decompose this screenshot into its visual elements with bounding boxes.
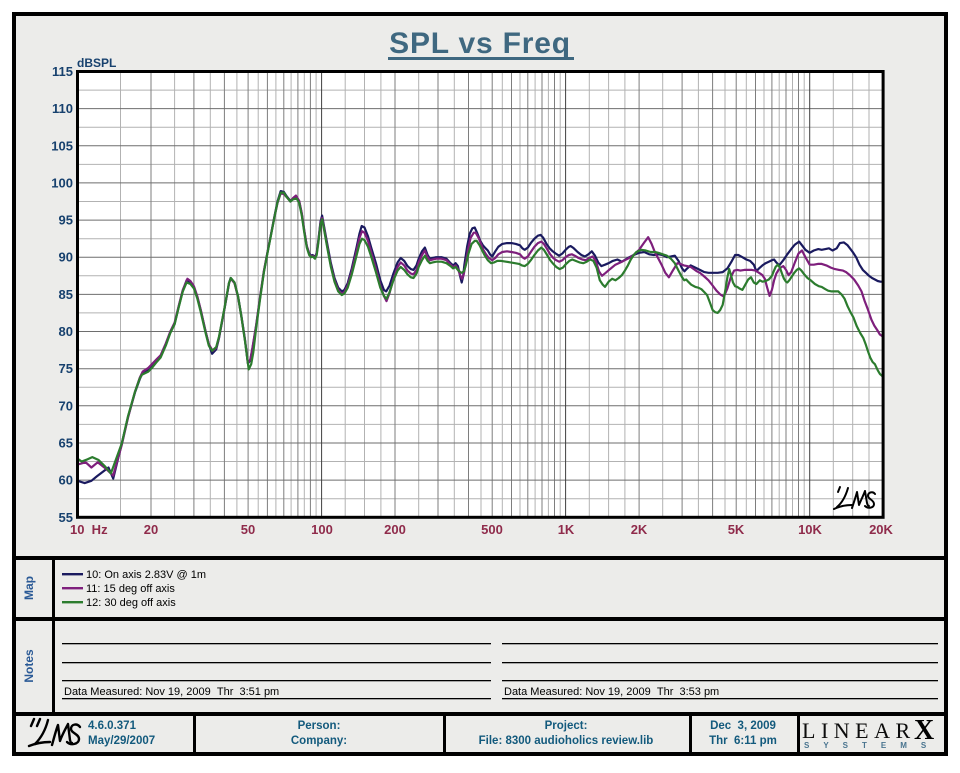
- svg-text:12: 30 deg off axis: 12: 30 deg off axis: [86, 597, 176, 609]
- svg-text:95: 95: [59, 213, 73, 228]
- svg-text:LINEAR: LINEAR: [802, 718, 916, 743]
- svg-text:200: 200: [384, 522, 406, 537]
- svg-text:2K: 2K: [631, 522, 648, 537]
- svg-text:Dec 3, 2009: Dec 3, 2009: [710, 720, 776, 732]
- svg-text:115: 115: [52, 64, 73, 79]
- svg-text:Person:: Person:: [298, 720, 341, 732]
- svg-text:SPL vs Freq: SPL vs Freq: [389, 27, 571, 60]
- svg-text:55: 55: [59, 510, 73, 525]
- svg-text:5K: 5K: [728, 522, 745, 537]
- svg-text:Company:: Company:: [291, 735, 347, 747]
- svg-text:85: 85: [59, 287, 73, 302]
- svg-text:65: 65: [59, 436, 73, 451]
- svg-text:60: 60: [59, 473, 73, 488]
- svg-text:Data Measured: Nov 19, 2009 T: Data Measured: Nov 19, 2009 Thr 3:51 pm: [64, 686, 279, 698]
- svg-text:Data Measured: Nov 19, 2009 T: Data Measured: Nov 19, 2009 Thr 3:53 pm: [504, 686, 719, 698]
- svg-text:90: 90: [59, 250, 73, 265]
- svg-text:Project:: Project:: [545, 720, 588, 732]
- svg-text:20: 20: [144, 522, 158, 537]
- svg-text:10: On axis 2.83V @ 1m: 10: On axis 2.83V @ 1m: [86, 569, 206, 581]
- svg-text:10 Hz: 10 Hz: [70, 522, 108, 537]
- svg-text:11: 15 deg off axis: 11: 15 deg off axis: [86, 583, 175, 595]
- svg-text:75: 75: [59, 361, 73, 376]
- svg-text:500: 500: [481, 522, 503, 537]
- svg-text:1K: 1K: [558, 522, 575, 537]
- svg-text:100: 100: [51, 175, 73, 190]
- svg-text:80: 80: [59, 324, 73, 339]
- svg-text:Notes: Notes: [22, 649, 36, 683]
- svg-text:dBSPL: dBSPL: [77, 56, 116, 70]
- svg-text:100: 100: [311, 522, 333, 537]
- svg-text:50: 50: [241, 522, 255, 537]
- svg-text:110: 110: [52, 101, 73, 116]
- svg-text:70: 70: [59, 398, 73, 413]
- svg-text:Thr 6:11 pm: Thr 6:11 pm: [709, 735, 777, 747]
- svg-text:File: 8300 audioholics review.: File: 8300 audioholics review.lib: [479, 735, 654, 747]
- svg-text:X: X: [914, 715, 934, 746]
- svg-text:SYSTEMS: SYSTEMS: [804, 741, 940, 750]
- svg-text:Map: Map: [22, 576, 36, 600]
- svg-text:May/29/2007: May/29/2007: [88, 735, 155, 747]
- svg-text:20K: 20K: [869, 522, 893, 537]
- svg-text:4.6.0.371: 4.6.0.371: [88, 720, 137, 732]
- svg-text:105: 105: [51, 138, 73, 153]
- svg-text:10K: 10K: [798, 522, 822, 537]
